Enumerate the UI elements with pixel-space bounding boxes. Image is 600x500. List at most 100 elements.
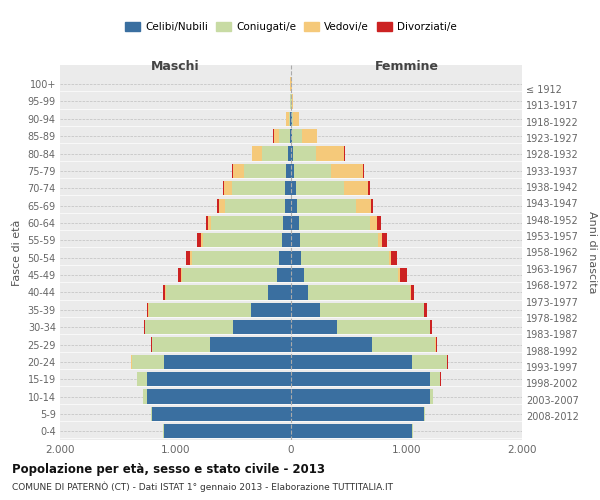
Bar: [391, 250, 397, 265]
Text: COMUNE DI PATERNÒ (CT) - Dati ISTAT 1° gennaio 2013 - Elaborazione TUTTITALIA.IT: COMUNE DI PATERNÒ (CT) - Dati ISTAT 1° g…: [12, 481, 393, 492]
Bar: [291, 355, 412, 369]
Bar: [291, 129, 292, 144]
Bar: [166, 286, 268, 300]
Bar: [398, 268, 400, 282]
Bar: [164, 355, 291, 369]
Bar: [152, 338, 210, 351]
Bar: [291, 286, 308, 300]
Bar: [331, 164, 362, 178]
Bar: [146, 390, 291, 404]
Bar: [219, 198, 224, 212]
Y-axis label: Anni di nascita: Anni di nascita: [587, 211, 598, 294]
Bar: [424, 302, 427, 317]
Bar: [337, 320, 430, 334]
Bar: [291, 320, 337, 334]
Bar: [430, 390, 433, 404]
Bar: [382, 233, 387, 248]
Bar: [164, 424, 291, 438]
Bar: [316, 146, 344, 160]
Bar: [411, 286, 415, 300]
Bar: [291, 181, 296, 196]
Bar: [295, 164, 331, 178]
Bar: [288, 146, 291, 160]
Bar: [286, 112, 289, 126]
Bar: [362, 164, 364, 178]
Bar: [178, 268, 181, 282]
Legend: Celibi/Nubili, Coniugati/e, Vedovi/e, Divorziati/e: Celibi/Nubili, Coniugati/e, Vedovi/e, Di…: [121, 18, 461, 36]
Bar: [284, 198, 291, 212]
Bar: [356, 198, 371, 212]
Bar: [217, 198, 219, 212]
Bar: [292, 129, 302, 144]
Bar: [163, 286, 166, 300]
Bar: [412, 355, 447, 369]
Bar: [137, 372, 146, 386]
Bar: [211, 216, 283, 230]
Bar: [151, 338, 152, 351]
Bar: [430, 320, 432, 334]
Bar: [291, 233, 299, 248]
Bar: [370, 216, 377, 230]
Bar: [232, 181, 285, 196]
Bar: [289, 112, 290, 126]
Bar: [151, 407, 152, 421]
Bar: [368, 181, 370, 196]
Bar: [296, 181, 344, 196]
Bar: [224, 198, 284, 212]
Bar: [291, 390, 430, 404]
Bar: [187, 250, 190, 265]
Bar: [290, 129, 291, 144]
Bar: [304, 268, 398, 282]
Text: Maschi: Maschi: [151, 60, 200, 73]
Bar: [291, 407, 424, 421]
Bar: [277, 268, 291, 282]
Bar: [285, 181, 291, 196]
Bar: [430, 372, 440, 386]
Bar: [268, 286, 291, 300]
Bar: [208, 216, 211, 230]
Bar: [181, 268, 182, 282]
Bar: [182, 268, 277, 282]
Bar: [424, 407, 425, 421]
Bar: [131, 355, 164, 369]
Bar: [146, 372, 291, 386]
Bar: [201, 233, 203, 248]
Bar: [206, 216, 208, 230]
Bar: [291, 424, 412, 438]
Bar: [299, 233, 378, 248]
Bar: [410, 286, 411, 300]
Bar: [291, 268, 304, 282]
Bar: [280, 250, 291, 265]
Bar: [293, 112, 299, 126]
Bar: [320, 302, 424, 317]
Text: Popolazione per età, sesso e stato civile - 2013: Popolazione per età, sesso e stato civil…: [12, 462, 325, 475]
Bar: [378, 233, 382, 248]
Bar: [232, 164, 233, 178]
Bar: [144, 320, 145, 334]
Bar: [372, 338, 436, 351]
Bar: [145, 320, 233, 334]
Bar: [344, 181, 368, 196]
Bar: [253, 146, 262, 160]
Bar: [233, 164, 244, 178]
Bar: [377, 216, 381, 230]
Bar: [291, 338, 372, 351]
Bar: [203, 233, 282, 248]
Bar: [291, 198, 297, 212]
Bar: [291, 372, 430, 386]
Text: Femmine: Femmine: [374, 60, 439, 73]
Bar: [190, 250, 191, 265]
Bar: [291, 164, 295, 178]
Bar: [210, 338, 291, 351]
Bar: [389, 250, 391, 265]
Bar: [308, 286, 410, 300]
Bar: [146, 302, 148, 317]
Bar: [292, 94, 293, 108]
Bar: [291, 302, 320, 317]
Bar: [400, 268, 407, 282]
Bar: [371, 198, 373, 212]
Bar: [297, 198, 356, 212]
Bar: [283, 216, 291, 230]
Bar: [143, 390, 146, 404]
Bar: [291, 216, 299, 230]
